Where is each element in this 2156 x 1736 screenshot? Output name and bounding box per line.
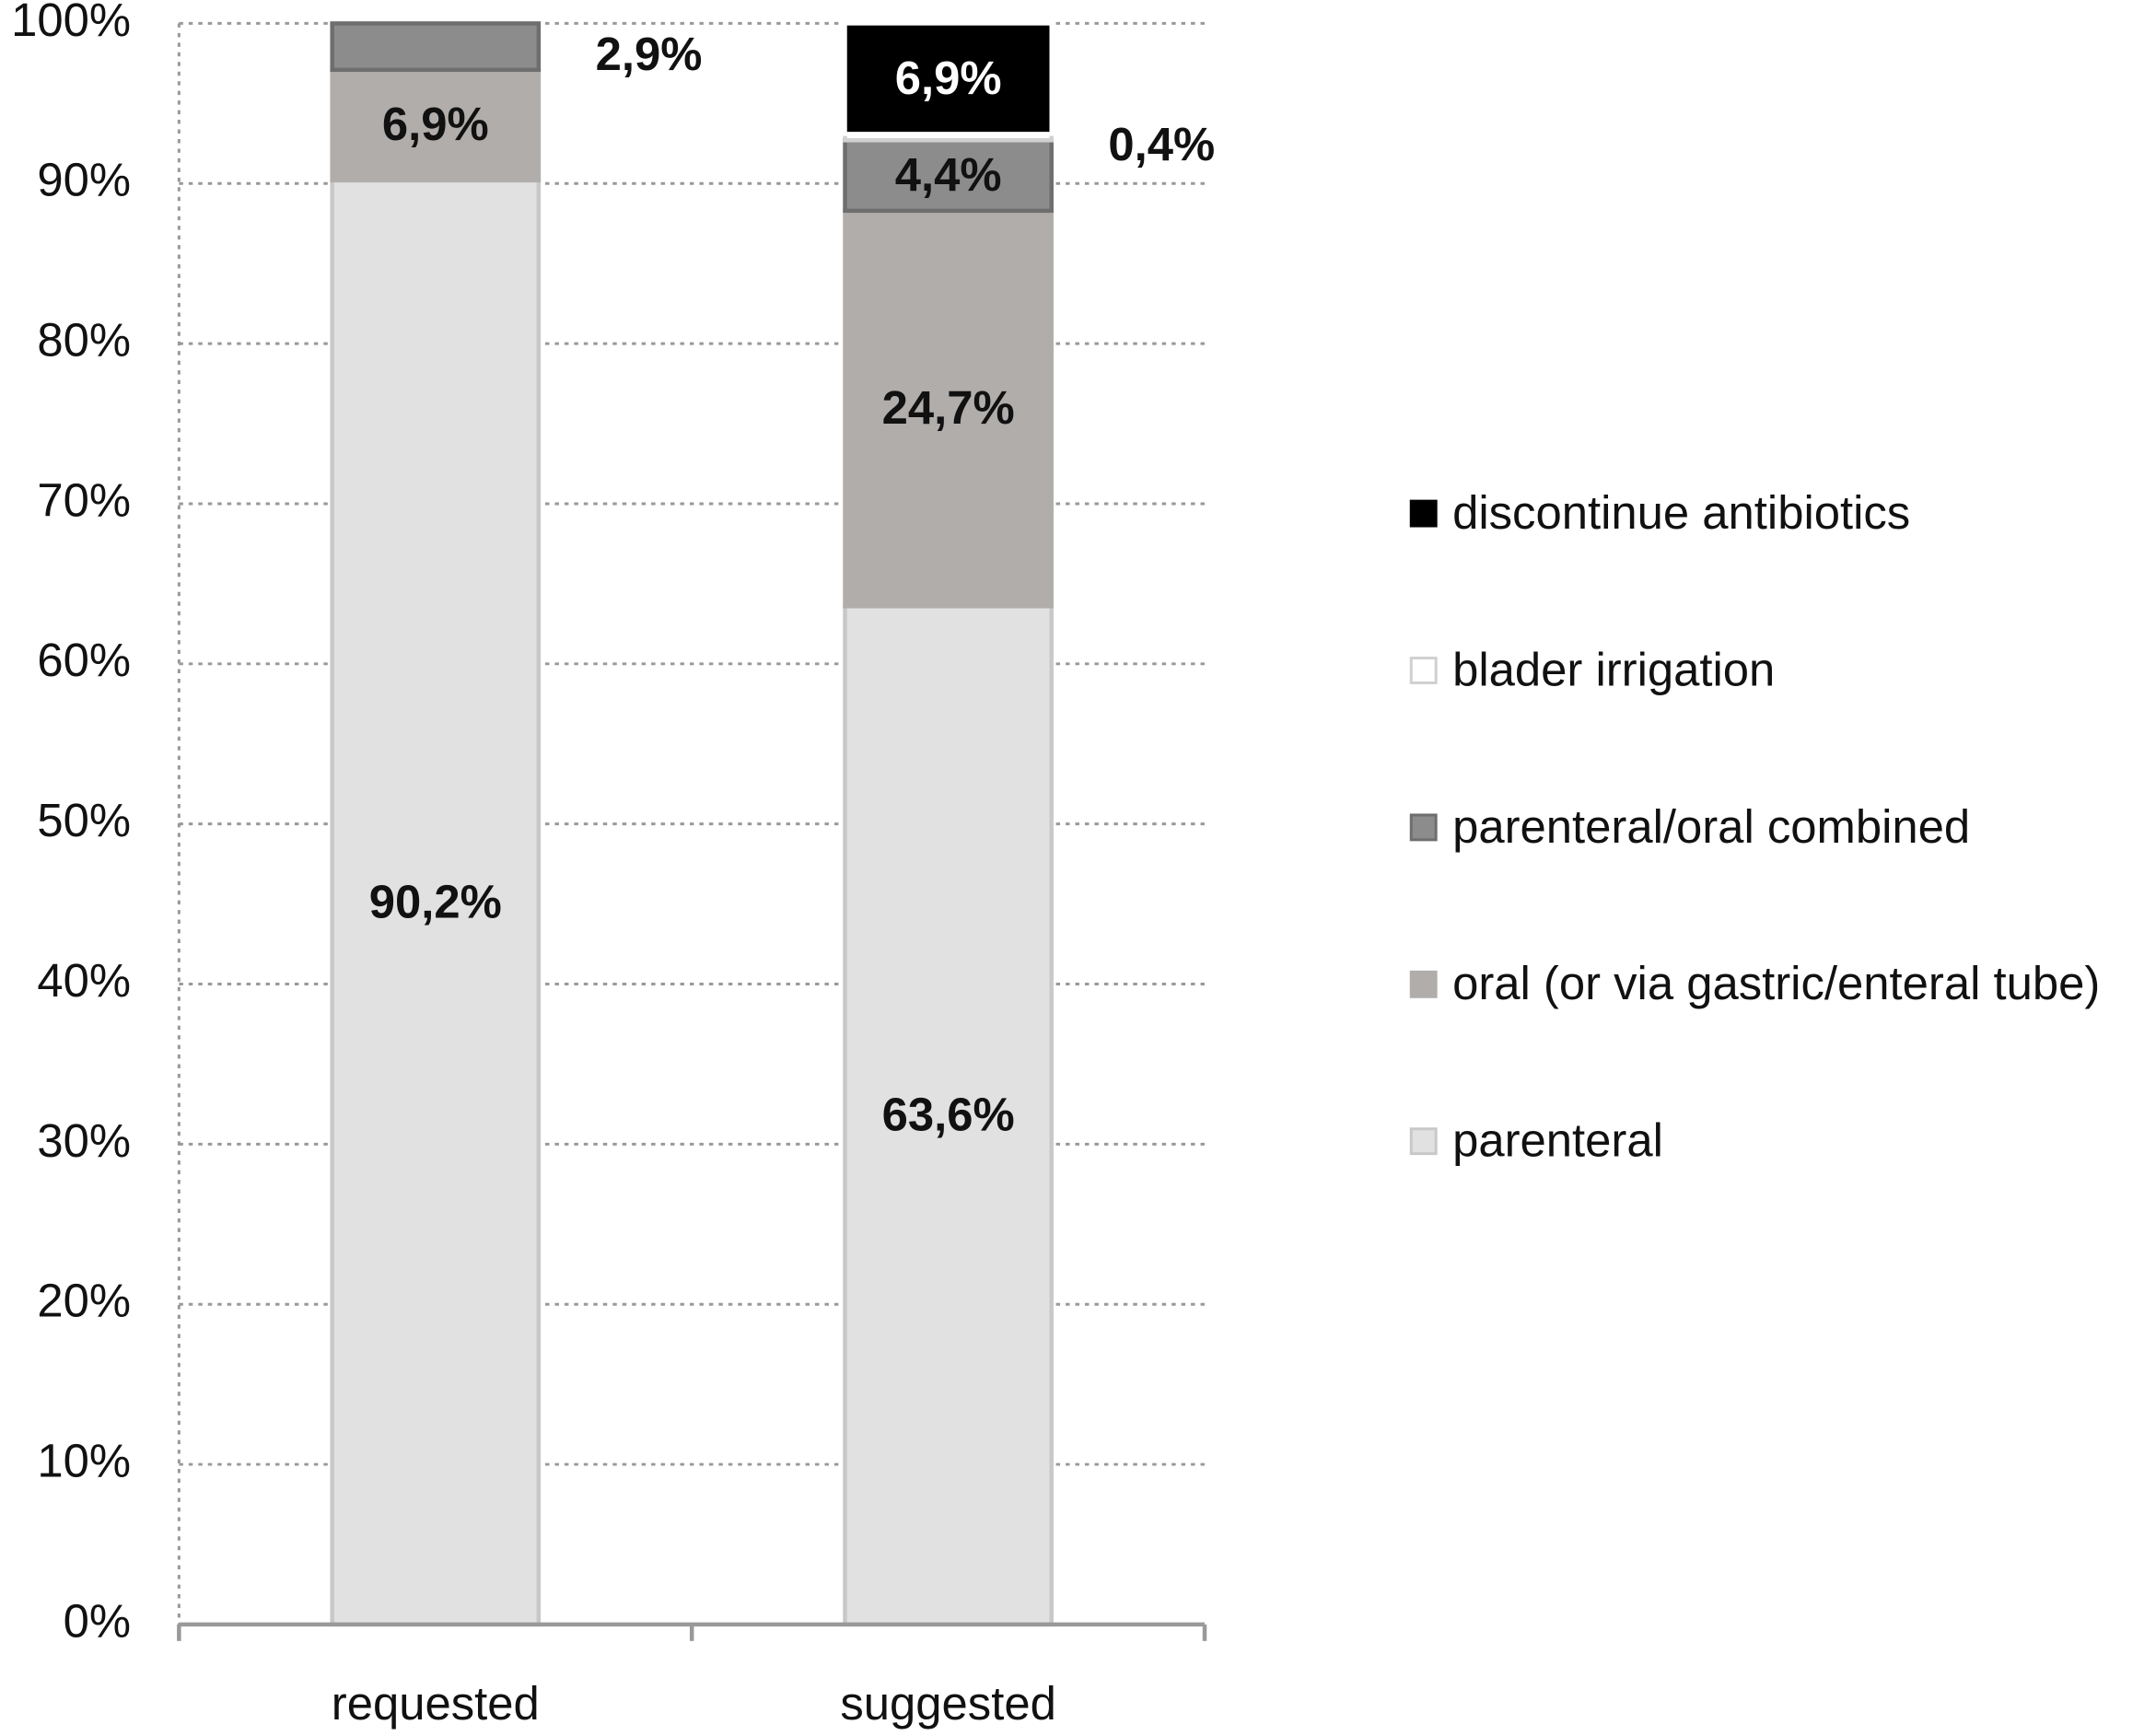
value-label: 24,7%: [882, 381, 1015, 434]
legend-label: parenteral: [1452, 1114, 1663, 1167]
x-tick-label: suggested: [840, 1677, 1056, 1730]
value-label: 6,9%: [382, 98, 489, 150]
legend-marker: [1409, 813, 1438, 842]
bar-segment: [330, 21, 542, 73]
legend-label: blader irrigation: [1452, 643, 1775, 695]
legend-marker: [1409, 1127, 1438, 1156]
y-tick-label: 80%: [37, 314, 131, 367]
value-label: 90,2%: [369, 875, 502, 927]
bar-segment: [330, 67, 542, 183]
bar-segment: [843, 21, 1054, 136]
bar-segment: [843, 208, 1054, 609]
bar-segment: [330, 178, 542, 1627]
legend-label: oral (or via gastric/enteral tube): [1452, 957, 2100, 1009]
y-tick-label: 90%: [37, 154, 131, 206]
y-tick-label: 20%: [37, 1275, 131, 1327]
y-tick-label: 60%: [37, 634, 131, 686]
value-label: 63,6%: [882, 1088, 1015, 1140]
value-label: 2,9%: [596, 28, 703, 80]
y-tick-label: 50%: [37, 794, 131, 846]
value-label: 4,4%: [895, 148, 1002, 201]
bar-segment: [843, 603, 1054, 1627]
y-tick-label: 70%: [37, 473, 131, 526]
legend-marker: [1409, 970, 1438, 998]
legend-label: parenteral/oral combined: [1452, 800, 1970, 853]
x-tick-label: requested: [332, 1677, 540, 1730]
legend-marker: [1409, 499, 1438, 528]
y-tick-label: 40%: [37, 954, 131, 1007]
y-tick-label: 100%: [11, 0, 131, 46]
legend-label: discontinue antibiotics: [1452, 486, 1910, 539]
y-tick-label: 30%: [37, 1114, 131, 1167]
y-tick-label: 10%: [37, 1434, 131, 1486]
y-tick-label: 0%: [64, 1594, 131, 1647]
value-label: 6,9%: [895, 52, 1002, 104]
legend-marker: [1409, 657, 1438, 684]
value-label: 0,4%: [1108, 118, 1215, 170]
